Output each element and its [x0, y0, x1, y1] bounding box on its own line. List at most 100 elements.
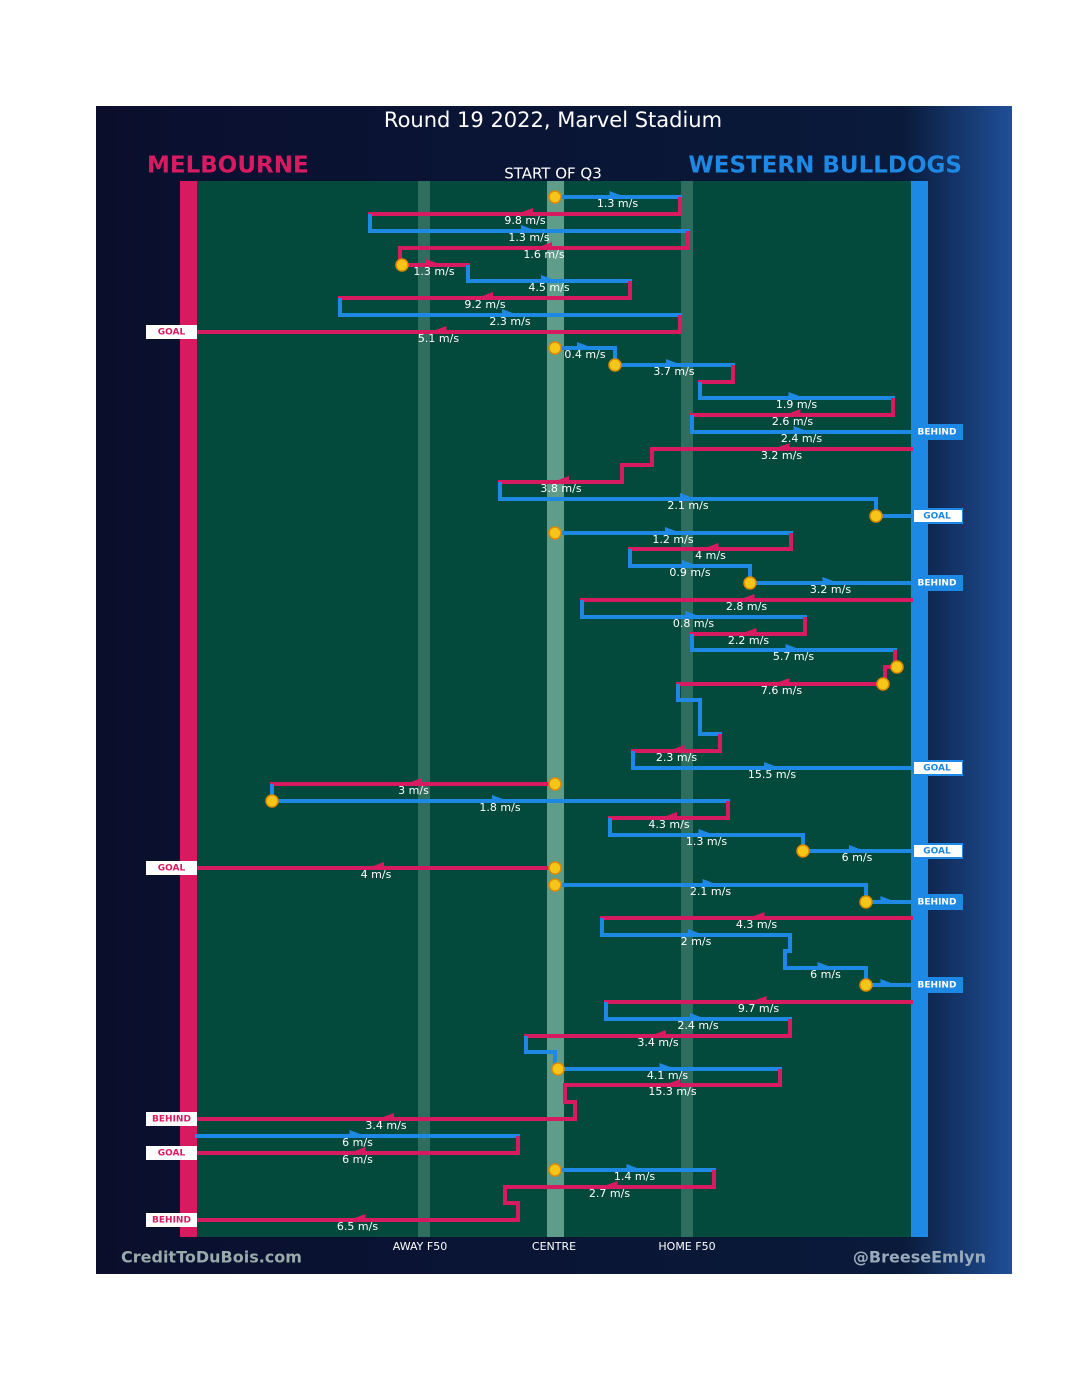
arrow — [405, 778, 422, 786]
arrow — [477, 292, 493, 300]
speed-label: 4.3 m/s — [736, 918, 777, 931]
stoppage-marker — [395, 258, 409, 272]
speed-label: 9.8 m/s — [504, 214, 545, 227]
arrow — [536, 242, 552, 250]
speed-label: 6 m/s — [342, 1153, 373, 1166]
arrow — [666, 359, 682, 367]
outcome-tag — [146, 1146, 197, 1160]
arrow — [849, 845, 865, 853]
arrow — [750, 996, 767, 1004]
stoppage-marker — [743, 576, 757, 590]
speed-label: 2.1 m/s — [667, 499, 708, 512]
outcome-tag — [146, 325, 197, 339]
arrow — [349, 1130, 366, 1138]
speed-label: 5.1 m/s — [418, 332, 459, 345]
speed-label: 6.5 m/s — [337, 1220, 378, 1233]
outcome-label: GOAL — [158, 328, 186, 338]
outcome-tag — [146, 1112, 197, 1126]
arrow — [541, 275, 557, 283]
zone-label: HOME F50 — [658, 1240, 715, 1253]
speed-label: 3.4 m/s — [637, 1036, 678, 1049]
credit: CreditToDuBois.com — [121, 1248, 302, 1267]
arrow — [521, 225, 537, 233]
speed-label: 4.5 m/s — [528, 281, 569, 294]
speed-label: 7.6 m/s — [761, 684, 802, 697]
speed-label: 6 m/s — [810, 968, 841, 981]
arrow — [659, 1063, 676, 1071]
speed-label: 3.2 m/s — [761, 449, 802, 462]
arrow — [773, 678, 790, 686]
speed-label: 2.6 m/s — [772, 415, 813, 428]
home-rail — [180, 181, 197, 1237]
outcome-tag — [914, 510, 962, 522]
speed-label: 4.3 m/s — [648, 818, 689, 831]
outcome-tag — [914, 762, 962, 774]
speed-label: 3.7 m/s — [653, 365, 694, 378]
outcome-tag — [914, 426, 962, 438]
speed-label: 4.1 m/s — [647, 1069, 688, 1082]
arrow — [577, 342, 593, 350]
arrow — [784, 409, 801, 417]
arrow — [349, 1147, 366, 1155]
arrow — [880, 979, 897, 987]
speed-label: 9.7 m/s — [738, 1002, 779, 1015]
stoppage-marker — [859, 895, 873, 909]
speed-label: 9.2 m/s — [464, 298, 505, 311]
speed-label: 5.7 m/s — [773, 650, 814, 663]
speed-label: 2.4 m/s — [781, 432, 822, 445]
arrow — [685, 611, 702, 619]
arrow — [817, 962, 834, 970]
speed-label: 3.2 m/s — [810, 583, 851, 596]
speed-label: 1.3 m/s — [597, 197, 638, 210]
speed-label: 2.1 m/s — [690, 885, 731, 898]
arrow — [785, 644, 802, 652]
speed-label: 1.3 m/s — [508, 231, 549, 244]
stoppage-marker — [548, 1163, 562, 1177]
speed-label: 3 m/s — [398, 784, 429, 797]
speed-label: 1.9 m/s — [776, 398, 817, 411]
arrow — [688, 929, 704, 937]
speed-label: 3.4 m/s — [365, 1119, 406, 1132]
outcome-tag — [146, 861, 197, 875]
home-team: MELBOURNE — [147, 153, 309, 179]
stoppage-marker — [796, 844, 810, 858]
arrow — [702, 879, 719, 887]
stoppage-marker — [608, 358, 622, 372]
outcome-label: BEHIND — [152, 1216, 191, 1226]
arrow — [601, 1181, 618, 1189]
speed-label: 2.4 m/s — [677, 1019, 718, 1032]
stoppage-marker — [876, 677, 890, 691]
stoppage-marker — [548, 861, 562, 875]
arrow — [764, 762, 780, 770]
arrow — [738, 594, 755, 602]
outcome-tag — [914, 979, 962, 991]
speed-label: 4 m/s — [695, 549, 726, 562]
arrow — [430, 326, 447, 334]
speed-label: 2.3 m/s — [656, 751, 697, 764]
home-f50-line — [681, 181, 693, 1237]
speed-label: 2.2 m/s — [728, 634, 769, 647]
speed-label: 6 m/s — [342, 1136, 373, 1149]
zone-label: CENTRE — [532, 1240, 576, 1253]
arrow — [650, 1030, 666, 1038]
arrow — [626, 1164, 643, 1172]
arrow — [368, 862, 384, 870]
outcome-label: GOAL — [923, 764, 951, 774]
arrow — [880, 896, 897, 904]
outcome-label: GOAL — [923, 512, 951, 522]
outcome-label: BEHIND — [918, 981, 957, 991]
arrow — [609, 191, 626, 199]
outcome-tag — [914, 577, 962, 589]
stoppage-marker — [869, 509, 883, 523]
speed-label: 2.3 m/s — [489, 315, 530, 328]
arrow — [682, 560, 698, 568]
speed-label: 15.5 m/s — [748, 768, 796, 781]
speed-label: 2.7 m/s — [589, 1187, 630, 1200]
speed-label: 6 m/s — [842, 851, 873, 864]
arrow — [702, 543, 719, 551]
stoppage-marker — [859, 978, 873, 992]
arrow — [793, 426, 810, 434]
arrow — [664, 1079, 681, 1087]
stoppage-marker — [265, 794, 279, 808]
